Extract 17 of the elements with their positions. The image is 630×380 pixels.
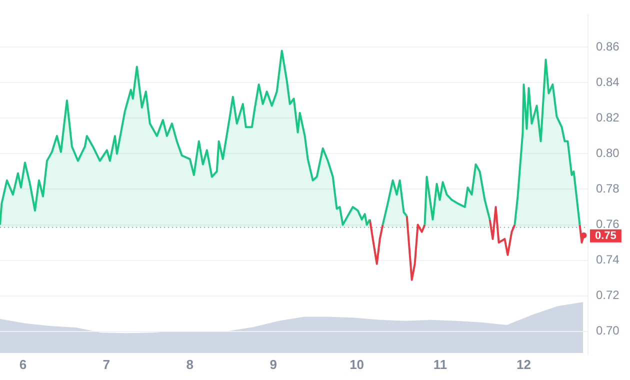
- x-tick-label: 7: [102, 356, 110, 372]
- annotation: 0.75: [595, 230, 616, 242]
- y-tick-label: 0.74: [596, 252, 620, 267]
- y-tick-label: 0.80: [596, 146, 620, 160]
- y-tick-label: 0.72: [596, 288, 620, 302]
- x-tick-label: 6: [19, 356, 27, 372]
- y-tick-label: 0.76: [596, 217, 620, 232]
- y-tick-label: 0.78: [596, 182, 620, 196]
- y-tick-label: 0.82: [596, 110, 620, 125]
- x-tick-label: 12: [516, 356, 531, 372]
- y-tick-label: 0.84: [596, 74, 620, 89]
- x-tick-label: 10: [350, 356, 364, 372]
- y-tick-label: 0.70: [596, 324, 620, 338]
- x-tick-label: 8: [186, 356, 194, 372]
- y-tick-label: 0.86: [596, 39, 620, 54]
- x-tick-label: 11: [433, 356, 448, 372]
- x-tick-label: 9: [270, 356, 277, 372]
